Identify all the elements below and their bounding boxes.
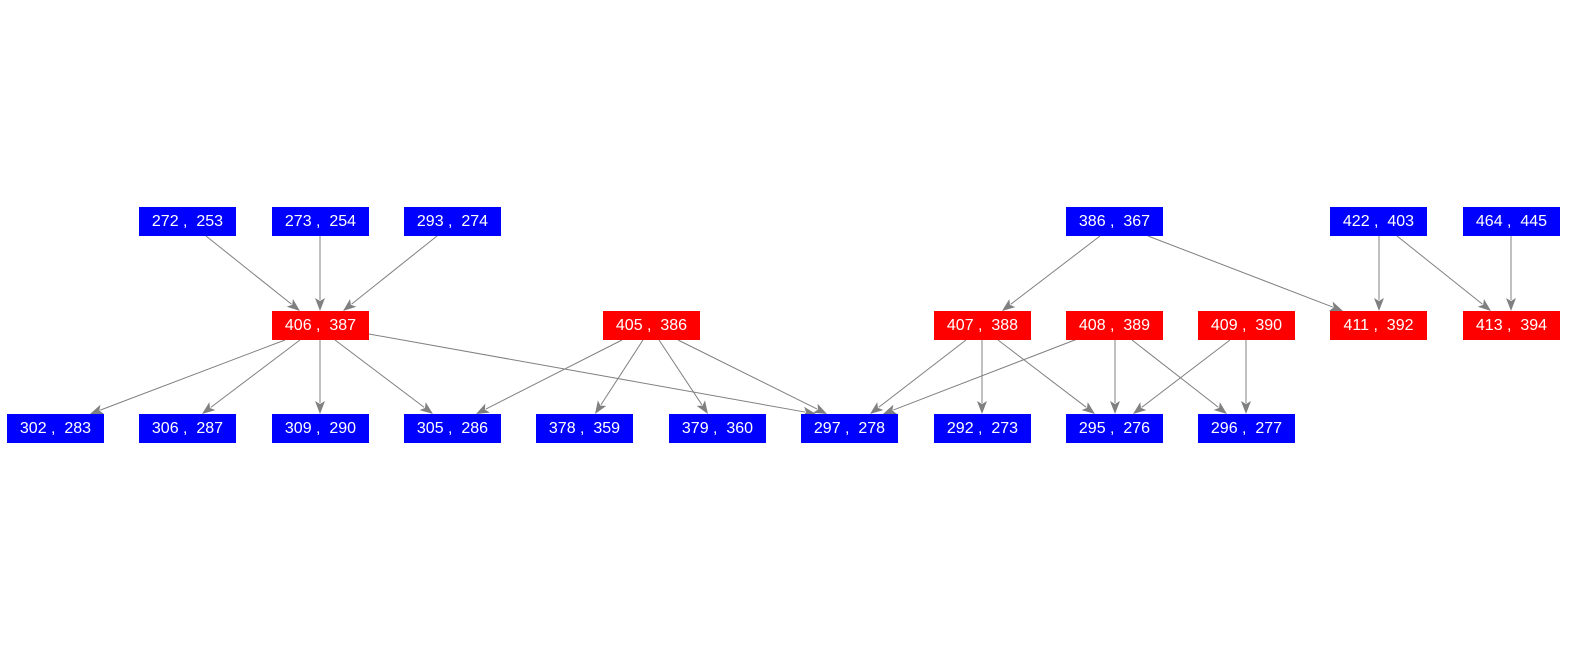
edge-line: [368, 333, 806, 413]
edge-line: [600, 339, 644, 406]
edge-line: [1147, 235, 1333, 308]
edge-line: [351, 235, 438, 305]
node-273: 273 , 254: [272, 207, 369, 236]
edge-line: [334, 339, 425, 408]
edge-406-to-305: [334, 339, 433, 414]
edge-464-to-413: [1506, 236, 1516, 311]
edge-arrowhead: [1133, 402, 1147, 414]
edge-386-to-407: [1002, 235, 1101, 311]
edge-arrowhead: [1374, 298, 1384, 311]
edge-arrowhead: [1506, 298, 1516, 311]
node-378: 378 , 359: [536, 414, 633, 443]
edge-273-to-406: [315, 236, 325, 311]
edge-409-to-295: [1133, 339, 1231, 414]
node-408: 408 , 389: [1066, 311, 1163, 340]
edge-arrowhead: [419, 402, 433, 414]
edge-arrowhead: [1477, 298, 1491, 311]
edge-arrowhead: [90, 404, 104, 415]
edge-408-to-296: [1131, 339, 1227, 414]
edge-line: [677, 339, 818, 410]
edge-272-to-406: [205, 235, 300, 311]
node-405: 405 , 386: [603, 311, 700, 340]
edge-line: [1141, 339, 1231, 408]
edge-arrowhead: [476, 403, 490, 414]
edge-arrowhead: [315, 401, 325, 414]
edge-line: [893, 337, 1081, 411]
edge-arrowhead: [1213, 402, 1227, 414]
edge-line: [878, 339, 967, 408]
edge-386-to-411: [1147, 235, 1343, 311]
edge-407-to-292: [977, 340, 987, 414]
edge-line: [485, 339, 623, 410]
edge-405-to-378: [595, 339, 644, 414]
node-297: 297 , 278: [801, 414, 898, 443]
node-411: 411 , 392: [1330, 311, 1427, 340]
edge-293-to-406: [343, 235, 438, 311]
edge-409-to-296: [1241, 340, 1251, 414]
edge-line: [997, 339, 1087, 408]
edge-arrowhead: [286, 298, 300, 311]
edge-405-to-379: [658, 339, 708, 414]
node-409: 409 , 390: [1198, 311, 1295, 340]
edge-405-to-297: [677, 339, 827, 414]
edge-arrowhead: [595, 400, 607, 414]
edge-arrowhead: [1329, 301, 1343, 311]
edge-arrowhead: [1110, 401, 1120, 414]
node-464: 464 , 445: [1463, 207, 1560, 236]
node-296: 296 , 277: [1198, 414, 1295, 443]
edge-arrowhead: [883, 404, 897, 414]
edge-line: [658, 339, 703, 406]
edge-arrowhead: [977, 401, 987, 414]
edge-arrowhead: [202, 402, 216, 414]
edge-406-to-302: [90, 339, 286, 415]
edge-line: [205, 235, 292, 305]
node-305: 305 , 286: [404, 414, 501, 443]
node-272: 272 , 253: [139, 207, 236, 236]
edge-407-to-297: [870, 339, 967, 414]
edge-arrowhead: [1002, 299, 1016, 311]
edge-405-to-305: [476, 339, 623, 414]
edge-arrowhead: [1241, 401, 1251, 414]
node-292: 292 , 273: [934, 414, 1031, 443]
node-386: 386 , 367: [1066, 207, 1163, 236]
node-302: 302 , 283: [7, 414, 104, 443]
edge-406-to-306: [202, 339, 301, 414]
edge-408-to-297: [883, 337, 1081, 414]
edge-line: [100, 339, 286, 411]
edge-line: [1010, 235, 1101, 305]
edge-arrowhead: [696, 400, 708, 414]
node-407: 407 , 388: [934, 311, 1031, 340]
edge-arrowhead: [813, 403, 827, 414]
node-306: 306 , 287: [139, 414, 236, 443]
edge-line: [1396, 235, 1483, 305]
node-309: 309 , 290: [272, 414, 369, 443]
edge-arrowhead: [343, 298, 357, 311]
node-422: 422 , 403: [1330, 207, 1427, 236]
node-413: 413 , 394: [1463, 311, 1560, 340]
edge-arrowhead: [1081, 402, 1095, 414]
edge-arrowhead: [870, 402, 884, 414]
edge-arrowhead: [315, 298, 325, 311]
node-295: 295 , 276: [1066, 414, 1163, 443]
edge-line: [1131, 339, 1219, 408]
node-406: 406 , 387: [272, 311, 369, 340]
edge-408-to-295: [1110, 340, 1120, 414]
edge-line: [210, 339, 301, 408]
edge-422-to-413: [1396, 235, 1491, 311]
edge-406-to-309: [315, 340, 325, 414]
edge-407-to-295: [997, 339, 1095, 414]
node-293: 293 , 274: [404, 207, 501, 236]
node-379: 379 , 360: [669, 414, 766, 443]
edge-422-to-411: [1374, 236, 1384, 311]
